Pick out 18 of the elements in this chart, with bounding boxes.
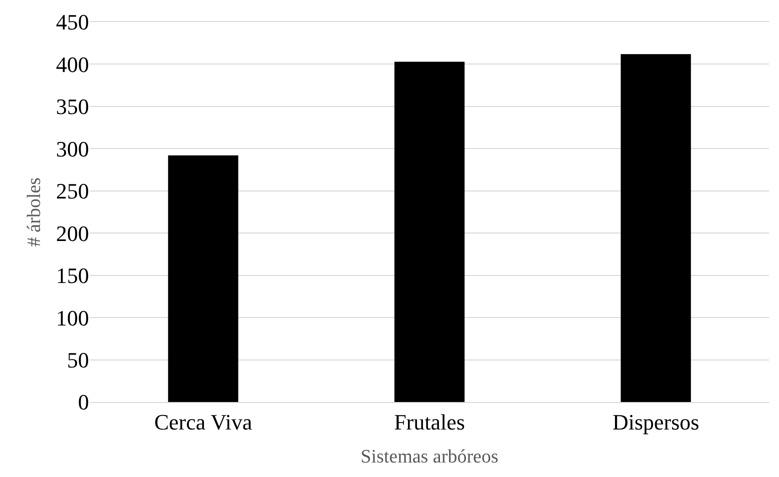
x-tick-label: Cerca Viva [154, 410, 252, 435]
y-axis-title: # árboles [24, 177, 45, 247]
bar [620, 54, 691, 402]
y-tick-label: 450 [56, 10, 89, 35]
x-axis-title: Sistemas arbóreos [360, 446, 498, 468]
y-tick-label: 400 [56, 52, 89, 77]
y-tick-label: 200 [56, 220, 89, 246]
bar [394, 62, 465, 402]
y-tick-label: 350 [56, 94, 89, 120]
y-tick-label: 100 [56, 305, 89, 330]
bar [168, 155, 238, 402]
y-tick-label: 300 [56, 136, 89, 162]
y-tick-label: 50 [67, 347, 89, 372]
y-tick-label: 0 [78, 390, 89, 415]
x-tick-label: Frutales [394, 410, 465, 435]
y-tick-label: 250 [56, 178, 89, 204]
x-tick-label: Dispersos [612, 410, 700, 435]
y-tick-label: 150 [56, 263, 89, 288]
